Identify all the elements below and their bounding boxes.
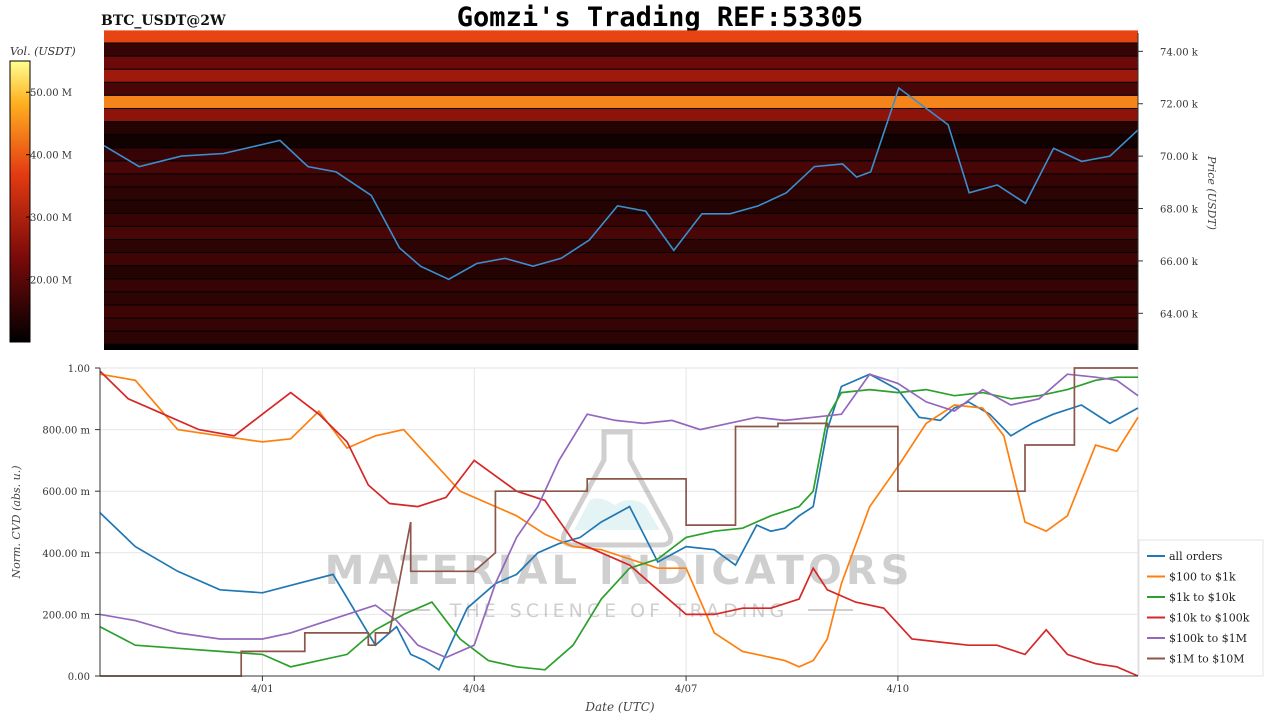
cvd-x-tick-label: 4/07: [675, 684, 697, 695]
cvd-series-line: [99, 370, 1139, 677]
cvd-series-line: [99, 373, 1139, 668]
colorbar-tick-label: 20.00 M: [30, 276, 72, 287]
cvd-y-tick-label: 400.00 m: [42, 549, 90, 560]
chart-title: Gomzi's Trading REF:53305: [457, 2, 863, 33]
legend-entry: $1k to $10k: [1169, 591, 1236, 604]
liquidity-band: [104, 266, 1138, 279]
cvd-y-tick-label: 600.00 m: [42, 487, 90, 498]
liquidity-band: [104, 148, 1138, 161]
cvd-series-line: [100, 367, 1138, 677]
cvd-x-tick-label: 4/04: [463, 684, 485, 695]
liquidity-band: [104, 30, 1138, 43]
colorbar-tick-label: 30.00 M: [30, 213, 72, 224]
price-tick-label: 68.00 k: [1160, 205, 1199, 216]
liquidity-band: [104, 161, 1138, 174]
liquidity-band: [104, 305, 1138, 318]
colorbar-tick-label: 50.00 M: [30, 88, 72, 99]
heatmap-y-axis-label: Price (USDT): [1205, 155, 1218, 230]
price-tick-label: 64.00 k: [1160, 309, 1199, 320]
liquidity-band: [104, 226, 1138, 239]
cvd-series-line: [99, 373, 1139, 659]
price-line: [103, 86, 1139, 281]
flask-logo-icon: [560, 429, 674, 548]
cvd-x-tick-label: 4/01: [251, 684, 273, 695]
price-tick-label: 72.00 k: [1160, 100, 1199, 111]
price-tick-label: 66.00 k: [1160, 257, 1199, 268]
liquidity-band: [104, 174, 1138, 187]
legend-entry: $10k to $100k: [1169, 612, 1250, 625]
cvd-y-tick-label: 1.00: [68, 364, 90, 375]
price-tick-label: 74.00 k: [1160, 47, 1199, 58]
liquidity-band: [104, 253, 1138, 266]
liquidity-band: [104, 239, 1138, 253]
legend-entry: $1M to $10M: [1169, 653, 1245, 666]
legend-box: [1138, 539, 1264, 677]
cvd-y-tick-label: 0.00: [68, 672, 90, 683]
cvd-y-tick-label: 200.00 m: [42, 610, 90, 621]
liquidity-band: [104, 122, 1138, 135]
legend-entry: $100 to $1k: [1169, 571, 1236, 584]
liquidity-band: [104, 292, 1138, 305]
legend-entry: $100k to $1M: [1169, 632, 1247, 645]
cvd-chart: MATERIAL INDICATORS THE SCIENCE OF TRADI…: [10, 364, 1264, 714]
cvd-legend: all orders $100 to $1k $1k to $10k $10k to …: [1138, 539, 1264, 677]
liquidity-band: [104, 69, 1138, 82]
liquidity-band: [104, 95, 1138, 108]
legend-entry: all orders: [1169, 550, 1223, 563]
liquidity-band: [104, 56, 1138, 69]
price-tick-label: 70.00 k: [1160, 152, 1199, 163]
cvd-x-tick-label: 4/10: [887, 684, 909, 695]
orderbook-heatmap: 74.00 k 72.00 k 70.00 k 68.00 k 66.00 k 64.00…: [103, 30, 1218, 350]
liquidity-band: [104, 43, 1138, 56]
watermark-tagline: THE SCIENCE OF TRADING: [449, 600, 789, 622]
volume-colorbar: Vol. (USDT) 50.00 M 40.00 M 30.00 M 20.00 M: [9, 45, 76, 343]
liquidity-band: [104, 331, 1138, 344]
symbol-label: BTC_USDT@2W: [101, 13, 226, 29]
liquidity-band: [104, 279, 1138, 292]
cvd-x-axis-label: Date (UTC): [584, 700, 654, 714]
colorbar-tick-label: 40.00 M: [30, 151, 72, 162]
liquidity-band: [104, 82, 1138, 95]
liquidity-band: [104, 318, 1138, 331]
colorbar-gradient: [9, 60, 31, 343]
liquidity-band: [104, 187, 1138, 200]
cvd-plot-area: [99, 367, 1139, 677]
liquidity-band: [104, 213, 1138, 226]
cvd-y-axis-label: Norm. CVD (abs. u.): [10, 465, 23, 579]
liquidity-band: [104, 108, 1138, 122]
cvd-y-tick-label: 800.00 m: [42, 426, 90, 437]
colorbar-label: Vol. (USDT): [10, 45, 76, 58]
